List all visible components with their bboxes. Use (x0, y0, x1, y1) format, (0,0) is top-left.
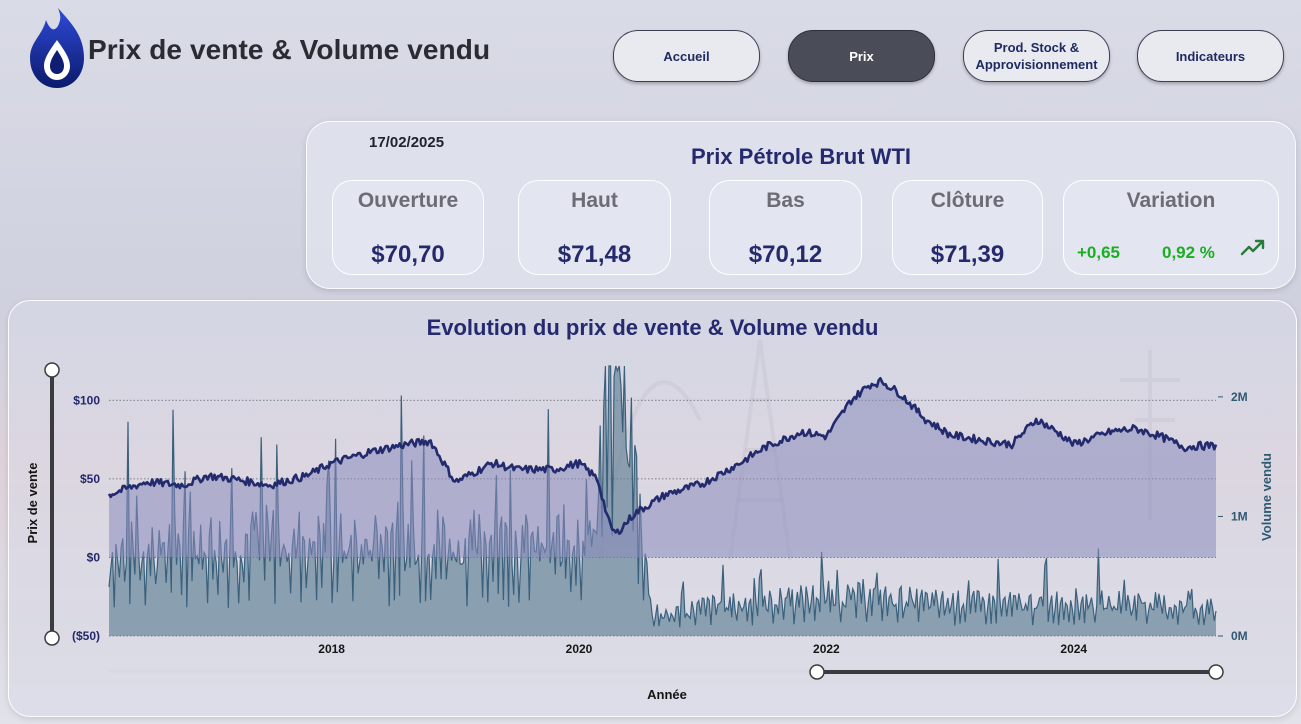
nav-button-label: Indicateurs (1175, 48, 1246, 64)
price-line (107, 377, 1218, 535)
price-area (109, 378, 1216, 558)
kpi-card-haut: Haut $71,48 (518, 180, 671, 275)
kpi-label: Variation (1126, 189, 1216, 212)
kpi-label: Ouverture (357, 189, 459, 212)
kpi-label: Bas (766, 189, 805, 212)
y-range-slider-handle-top[interactable] (44, 362, 60, 378)
x-tick-label: 2024 (1060, 642, 1087, 656)
kpi-value: $70,70 (371, 241, 445, 268)
y-range-slider-handle-bottom[interactable] (44, 630, 60, 646)
kpi-label: Clôture (930, 189, 1005, 212)
volume-area (109, 366, 1216, 636)
y2-tick-label: 1M (1231, 509, 1248, 523)
kpi-value: $71,39 (930, 241, 1005, 268)
nav-button-label: Prod. Stock & Approvisionnement (975, 40, 1098, 72)
nav-button-label: Prix (849, 48, 874, 64)
x-tick-label: 2020 (566, 642, 593, 656)
page-title: Prix de vente & Volume vendu (88, 34, 491, 65)
kpi-value: $70,12 (748, 241, 823, 268)
kpi-label: Haut (571, 189, 618, 212)
y-tick-label: ($50) (72, 629, 100, 643)
flame-drop-logo-icon (30, 8, 84, 88)
trend-up-icon (1240, 239, 1265, 256)
x-axis-title: Année (647, 687, 687, 702)
variation-absolute: +0,65 (1077, 243, 1121, 262)
chart-panel: Evolution du prix de vente & Volume vend… (8, 300, 1297, 717)
kpi-card-cloture: Clôture $71,39 (892, 180, 1043, 275)
kpi-title: Prix Pétrole Brut WTI (690, 144, 912, 169)
nav-button-prix[interactable]: Prix (788, 30, 935, 82)
y-tick-label: $0 (87, 550, 101, 564)
nav-button-label: Accueil (663, 48, 710, 64)
kpi-card-bas: Bas $70,12 (709, 180, 862, 275)
y2-axis-title: Volume vendu (1259, 453, 1274, 541)
x-range-slider-handle-right[interactable] (1208, 664, 1224, 680)
x-tick-label: 2022 (813, 642, 840, 656)
kpi-value: $71,48 (557, 241, 632, 268)
kpi-date: 17/02/2025 (369, 134, 445, 151)
x-tick-label: 2018 (318, 642, 345, 656)
y-axis-title: Prix de vente (25, 463, 40, 544)
x-range-slider-handle-left[interactable] (809, 664, 825, 680)
variation-percent: 0,92 % (1162, 243, 1215, 262)
kpi-card-variation: Variation +0,65 0,92 % (1063, 180, 1279, 275)
nav-button-accueil[interactable]: Accueil (613, 30, 760, 82)
price-volume-chart: ($50) $0 $50 $100 0M 1M 2M 2018 2020 2022 2024 Ann… (25, 362, 1274, 702)
y-tick-label: $100 (73, 393, 100, 407)
y2-tick-label: 2M (1231, 390, 1248, 404)
nav-button-prod-stock-approvisionnement[interactable]: Prod. Stock & Approvisionnement (963, 30, 1110, 82)
y2-tick-label: 0M (1231, 629, 1248, 643)
chart-title: Evolution du prix de vente & Volume vend… (426, 315, 879, 340)
nav-button-indicateurs[interactable]: Indicateurs (1137, 30, 1284, 82)
y-tick-label: $50 (80, 472, 100, 486)
kpi-panel: 17/02/2025 Prix Pétrole Brut WTI Ouvertu… (306, 121, 1296, 289)
kpi-card-ouverture: Ouverture $70,70 (332, 180, 484, 275)
